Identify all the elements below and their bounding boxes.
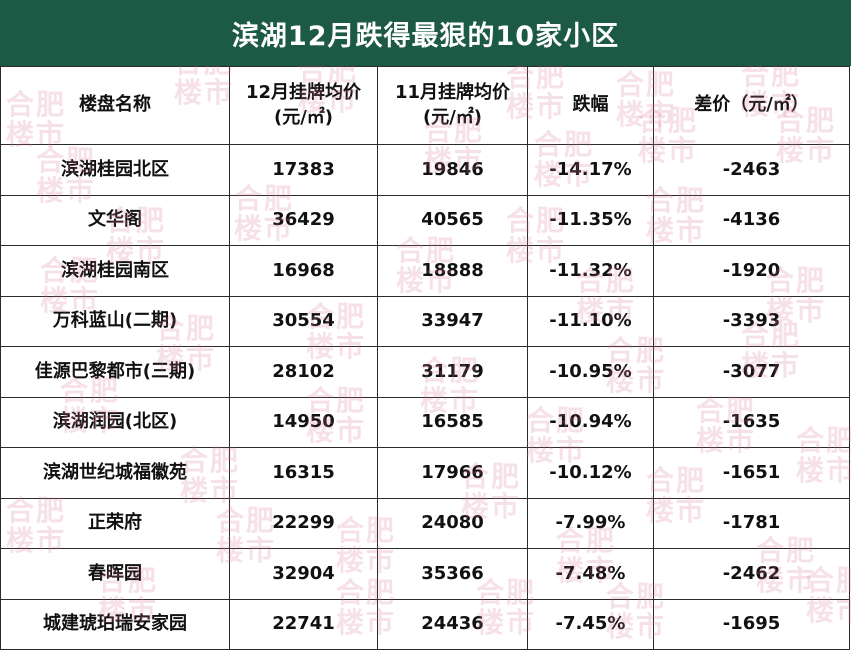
cell-nov-price: 24436: [378, 599, 528, 650]
cell-price-diff: -1920: [654, 246, 850, 297]
cell-nov-price: 40565: [378, 195, 528, 246]
table-header-row: 楼盘名称 12月挂牌均价 (元/㎡) 11月挂牌均价 (元/㎡) 跌幅 差价（元…: [1, 67, 850, 145]
cell-dec-price: 30554: [230, 296, 378, 347]
table-row: 正荣府 22299 24080 -7.99% -1781: [1, 498, 850, 549]
table-row: 城建琥珀瑞安家园 22741 24436 -7.45% -1695: [1, 599, 850, 650]
cell-name: 城建琥珀瑞安家园: [1, 599, 230, 650]
page-title: 滨湖12月跌得最狠的10家小区: [0, 0, 851, 66]
data-table: 楼盘名称 12月挂牌均价 (元/㎡) 11月挂牌均价 (元/㎡) 跌幅 差价（元…: [0, 66, 850, 650]
table-row: 万科蓝山(二期) 30554 33947 -11.10% -3393: [1, 296, 850, 347]
cell-name: 文华阁: [1, 195, 230, 246]
cell-name: 万科蓝山(二期): [1, 296, 230, 347]
cell-price-diff: -1651: [654, 448, 850, 499]
cell-price-diff: -1695: [654, 599, 850, 650]
cell-nov-price: 24080: [378, 498, 528, 549]
cell-name: 佳源巴黎都市(三期): [1, 347, 230, 398]
cell-drop-rate: -11.35%: [528, 195, 654, 246]
column-header-drop-rate: 跌幅: [528, 67, 654, 145]
column-header-price-diff: 差价（元/㎡）: [654, 67, 850, 145]
cell-drop-rate: -10.12%: [528, 448, 654, 499]
cell-price-diff: -1635: [654, 397, 850, 448]
cell-dec-price: 16968: [230, 246, 378, 297]
table-body: 滨湖桂园北区 17383 19846 -14.17% -2463 文华阁 36429 4056…: [1, 145, 850, 650]
cell-drop-rate: -7.45%: [528, 599, 654, 650]
cell-name: 滨湖世纪城福徽苑: [1, 448, 230, 499]
cell-dec-price: 22741: [230, 599, 378, 650]
cell-name: 春晖园: [1, 549, 230, 600]
table-row: 文华阁 36429 40565 -11.35% -4136: [1, 195, 850, 246]
cell-drop-rate: -7.99%: [528, 498, 654, 549]
cell-dec-price: 32904: [230, 549, 378, 600]
cell-dec-price: 14950: [230, 397, 378, 448]
table-row: 滨湖桂园南区 16968 18888 -11.32% -1920: [1, 246, 850, 297]
cell-price-diff: -3077: [654, 347, 850, 398]
table-row: 滨湖世纪城福徽苑 16315 17966 -10.12% -1651: [1, 448, 850, 499]
cell-dec-price: 16315: [230, 448, 378, 499]
cell-nov-price: 19846: [378, 145, 528, 196]
cell-nov-price: 35366: [378, 549, 528, 600]
cell-name: 滨湖桂园北区: [1, 145, 230, 196]
cell-price-diff: -4136: [654, 195, 850, 246]
cell-price-diff: -3393: [654, 296, 850, 347]
cell-drop-rate: -14.17%: [528, 145, 654, 196]
cell-nov-price: 31179: [378, 347, 528, 398]
cell-drop-rate: -10.94%: [528, 397, 654, 448]
cell-price-diff: -1781: [654, 498, 850, 549]
cell-dec-price: 28102: [230, 347, 378, 398]
column-header-name: 楼盘名称: [1, 67, 230, 145]
column-header-nov-price: 11月挂牌均价 (元/㎡): [378, 67, 528, 145]
table-row: 滨湖润园(北区) 14950 16585 -10.94% -1635: [1, 397, 850, 448]
cell-name: 滨湖润园(北区): [1, 397, 230, 448]
cell-name: 正荣府: [1, 498, 230, 549]
cell-dec-price: 36429: [230, 195, 378, 246]
table-row: 佳源巴黎都市(三期) 28102 31179 -10.95% -3077: [1, 347, 850, 398]
cell-dec-price: 17383: [230, 145, 378, 196]
cell-drop-rate: -10.95%: [528, 347, 654, 398]
cell-nov-price: 17966: [378, 448, 528, 499]
cell-drop-rate: -7.48%: [528, 549, 654, 600]
cell-price-diff: -2462: [654, 549, 850, 600]
cell-price-diff: -2463: [654, 145, 850, 196]
cell-dec-price: 22299: [230, 498, 378, 549]
column-header-dec-price: 12月挂牌均价 (元/㎡): [230, 67, 378, 145]
cell-nov-price: 16585: [378, 397, 528, 448]
page-title-text: 滨湖12月跌得最狠的10家小区: [231, 20, 620, 52]
table-row: 春晖园 32904 35366 -7.48% -2462: [1, 549, 850, 600]
cell-drop-rate: -11.10%: [528, 296, 654, 347]
table-row: 滨湖桂园北区 17383 19846 -14.17% -2463: [1, 145, 850, 196]
cell-drop-rate: -11.32%: [528, 246, 654, 297]
cell-nov-price: 18888: [378, 246, 528, 297]
cell-nov-price: 33947: [378, 296, 528, 347]
cell-name: 滨湖桂园南区: [1, 246, 230, 297]
